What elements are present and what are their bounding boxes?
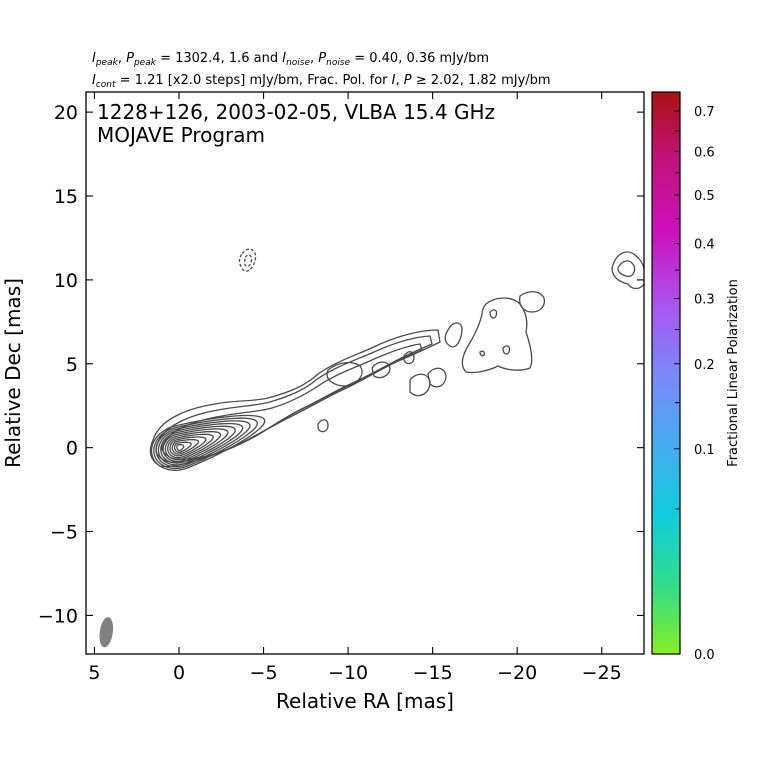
contour-line	[157, 422, 244, 466]
colorbar-tick-label: 0.2	[694, 358, 715, 373]
x-tick-label: −25	[582, 662, 622, 684]
y-tick-label: 20	[54, 102, 78, 124]
contour-line	[611, 251, 644, 290]
header-line1: Ipeak, Ppeak = 1302.4, 1.6 and Inoise, P…	[92, 51, 489, 68]
contour-line	[409, 373, 431, 397]
beam-ellipse	[99, 617, 114, 648]
colorbar-ticks: 0.0 0.1 0.2 0.3 0.4 0.5 0.6 0.7	[674, 105, 715, 663]
y-tick-label: 15	[54, 186, 78, 208]
x-tick-label: −15	[413, 662, 453, 684]
contour-line	[403, 351, 415, 365]
x-tick-label: −10	[328, 662, 368, 684]
contour-line	[176, 444, 185, 452]
y-tick-label: −5	[50, 522, 78, 544]
contour-line	[479, 350, 485, 357]
contour-layer	[149, 248, 644, 471]
x-axis-label: Relative RA [mas]	[276, 689, 454, 713]
colorbar-label: Fractional Linear Polarization	[726, 279, 741, 467]
contour-line	[171, 438, 200, 455]
plot-title-line1: 1228+126, 2003-02-05, VLBA 15.4 GHz	[97, 100, 495, 124]
colorbar-tick-label: 0.1	[694, 443, 715, 458]
y-axis-ticks: 20 15 10 5 0 −5 −10	[38, 102, 644, 627]
contour-line	[167, 433, 214, 459]
y-tick-label: 10	[54, 270, 78, 292]
contour-line	[164, 430, 222, 461]
y-axis-label: Relative Dec [mas]	[1, 278, 25, 468]
header-line2: Icont = 1.21 [x2.0 steps] mJy/bm, Frac. …	[92, 73, 551, 90]
contour-line	[160, 425, 236, 464]
contour-line	[169, 436, 207, 457]
x-axis-ticks: 5 0 −5 −10 −15 −20 −25	[88, 92, 622, 684]
colorbar	[651, 91, 681, 655]
contour-line	[444, 322, 463, 348]
contour-line	[518, 291, 546, 313]
x-tick-label: −5	[250, 662, 278, 684]
colorbar-tick-label: 0.4	[694, 238, 715, 253]
contour-line	[371, 361, 391, 379]
colorbar-tick-label: 0.5	[694, 189, 715, 204]
contour-line	[617, 260, 636, 278]
x-tick-label: −20	[497, 662, 537, 684]
colorbar-tick-label: 0.6	[694, 145, 715, 160]
negative-contour-line	[243, 254, 253, 267]
plot-frame	[85, 91, 645, 655]
colorbar-tick-label: 0.0	[694, 648, 715, 663]
contour-line	[461, 297, 533, 374]
contour-line	[161, 343, 423, 460]
colorbar-tick-label: 0.3	[694, 293, 715, 308]
contour-line	[489, 309, 498, 319]
y-tick-label: 5	[66, 354, 78, 376]
negative-contour-line	[238, 248, 257, 272]
contour-line	[317, 419, 329, 433]
x-tick-label: 0	[173, 662, 185, 684]
contour-line	[326, 361, 363, 387]
colorbar-tick-label: 0.7	[694, 105, 715, 120]
y-tick-label: −10	[38, 605, 78, 627]
y-tick-label: 0	[66, 438, 78, 460]
x-tick-label: 5	[88, 662, 100, 684]
contour-line	[502, 345, 511, 355]
contour-line	[427, 367, 447, 388]
contour-line	[173, 441, 192, 453]
contour-line	[153, 417, 258, 470]
plot-title-line2: MOJAVE Program	[97, 123, 265, 147]
